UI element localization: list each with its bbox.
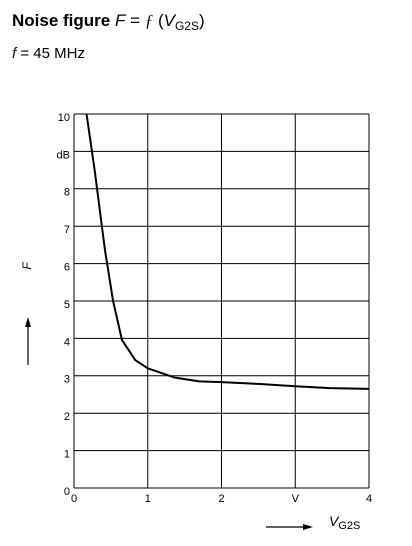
y-tick-label: 7 [64,224,70,236]
y-tick-label: 10 [58,112,70,124]
x-tick-label: 0 [71,493,77,505]
y-tick-label: 5 [64,299,70,311]
chart-subtitle: f = 45 MHz [12,45,85,62]
x-tick-label: 1 [145,493,151,505]
x-tick-label: 2 [218,493,224,505]
subtitle-part: f [12,45,18,62]
data-line [85,113,370,390]
x-tick-label: V [292,493,300,505]
subtitle-part: = 45 MHz [16,45,85,62]
x-label-part: V [329,513,340,529]
title-part: = [125,11,144,30]
y-tick-label: 6 [64,262,70,274]
y-axis-arrowhead [25,317,31,327]
x-axis-label: VG2S [329,513,360,532]
y-tick-label: 4 [64,336,70,348]
title-part: G2S [175,19,199,33]
x-tick-label: 4 [366,493,372,505]
y-tick-label: 2 [64,411,70,423]
y-tick-label: 3 [64,374,70,386]
y-tick-label: dB [57,149,70,161]
y-axis-label: F [20,262,34,270]
title-part: Noise figure [12,11,115,30]
x-label-part: G2S [338,520,360,532]
title-part: ƒ [145,11,154,30]
y-tick-label: 8 [64,187,70,199]
title-part: F [115,11,127,30]
y-tick-label: 0 [64,486,70,498]
title-part: ) [199,11,205,30]
y-tick-label: 1 [64,449,70,461]
chart-title: Noise figure F = ƒ (VG2S) [12,11,205,33]
title-part: ( [153,11,164,30]
title-part: V [164,11,177,30]
x-axis-arrowhead [303,524,313,530]
